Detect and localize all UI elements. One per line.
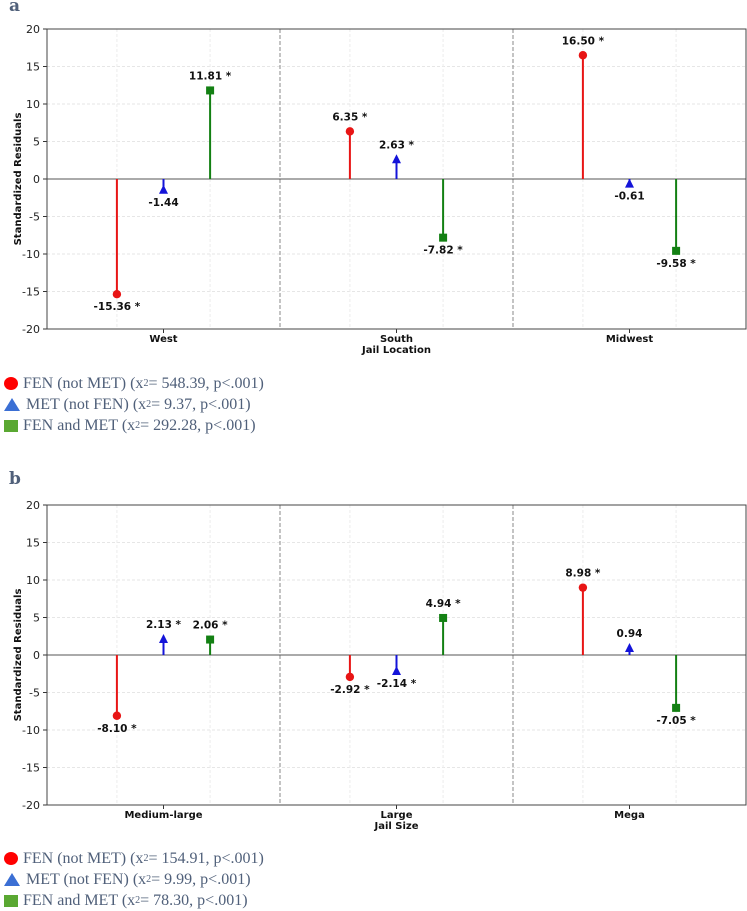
plot-frame: [46, 28, 747, 330]
legend-b-met-stat: = 9.99, p<.001): [151, 871, 251, 888]
legend-a: FEN (not MET) (x 2 = 548.39, p<.001) MET …: [4, 373, 264, 436]
legend-b-fen-stat: = 154.91, p<.001): [148, 850, 264, 867]
panel-a-letter: a: [9, 0, 21, 16]
data-point-square: [206, 86, 215, 95]
data-label: -8.10 *: [97, 723, 137, 735]
data-label: 2.06 *: [193, 620, 229, 632]
legend-b-both-stat: = 78.30, p<.001): [140, 892, 248, 909]
data-label: 16.50 *: [562, 35, 605, 47]
plot-frame: [46, 504, 747, 806]
y-tick-label: -20: [22, 323, 40, 336]
x-tick-label: Medium-large: [124, 810, 202, 821]
data-point-triangle: [625, 642, 634, 652]
y-tick-label: 5: [33, 136, 40, 149]
data-point-circle: [112, 711, 122, 720]
legend-a-met: MET (not FEN) (x 2 = 9.37, p<.001): [4, 394, 264, 415]
y-tick-label: 5: [33, 612, 40, 625]
x-tick-label: Midwest: [606, 334, 654, 345]
y-tick-label: -10: [22, 248, 40, 261]
data-point-square: [439, 613, 448, 622]
y-tick-label: -15: [22, 286, 40, 299]
x-tick-label: Mega: [614, 810, 645, 821]
y-tick-label: -5: [29, 211, 40, 224]
x-axis-label: Jail Location: [361, 345, 431, 356]
data-point-circle: [112, 290, 122, 299]
y-tick-label: 15: [26, 537, 40, 550]
data-label: 6.35 *: [332, 111, 368, 123]
data-point-circle: [578, 583, 588, 592]
green-square-icon: [4, 894, 18, 907]
legend-a-both: FEN and MET (x 2 = 292.28, p<.001): [4, 415, 264, 436]
data-point-circle: [345, 672, 355, 682]
legend-b-fen-label: FEN (not MET) (x: [23, 850, 144, 867]
green-square-icon: [4, 419, 18, 432]
data-point-square: [439, 233, 448, 242]
y-tick-label: -20: [22, 799, 40, 812]
y-tick-label: 20: [26, 23, 40, 36]
legend-a-fen-label: FEN (not MET) (x: [23, 375, 144, 392]
panel-b-letter: b: [9, 469, 21, 489]
y-tick-label: -5: [29, 687, 40, 700]
legend-a-fen: FEN (not MET) (x 2 = 548.39, p<.001): [4, 373, 264, 394]
data-point-square: [672, 246, 681, 255]
data-label: -7.82 *: [423, 245, 463, 257]
data-label: 2.13 *: [146, 619, 182, 631]
data-label: 8.98 *: [565, 568, 601, 580]
y-tick-label: -10: [22, 724, 40, 737]
data-label: -2.14 *: [377, 678, 417, 690]
data-point-circle: [578, 51, 588, 60]
legend-b-fen: FEN (not MET) (x 2 = 154.91, p<.001): [4, 848, 264, 869]
data-label: -7.05 *: [656, 715, 696, 727]
legend-a-both-stat: = 292.28, p<.001): [140, 417, 256, 434]
x-axis-label: Jail Size: [373, 821, 418, 832]
legend-b-met-label: MET (not FEN) (x: [26, 871, 147, 888]
blue-triangle-icon: [4, 398, 20, 411]
x-tick-label: South: [380, 334, 413, 345]
y-tick-label: -15: [22, 762, 40, 775]
red-circle-icon: [4, 852, 18, 865]
data-point-triangle: [625, 178, 634, 188]
y-tick-label: 15: [26, 61, 40, 74]
data-label: 11.81 *: [189, 70, 232, 82]
x-tick-label: Large: [381, 810, 413, 821]
data-label: 0.94: [617, 628, 643, 640]
legend-a-met-stat: = 9.37, p<.001): [151, 396, 251, 413]
blue-triangle-icon: [4, 873, 20, 886]
y-tick-label: 0: [33, 173, 40, 186]
chart-b: -20 -15 -10 -5 0 5 10 15 20 Medium-large Large Mega…: [13, 499, 747, 832]
data-label: 4.94 *: [426, 598, 462, 610]
y-tick-label: 20: [26, 499, 40, 512]
data-label: -1.44: [148, 197, 178, 209]
data-point-square: [206, 635, 215, 644]
data-label: -2.92 *: [330, 684, 370, 696]
x-tick-label: West: [149, 334, 177, 345]
data-point-circle: [345, 127, 355, 136]
chart-a: -20 -15 -10 -5 0 5 10 15 20 West South Midwest Jail …: [13, 23, 747, 356]
y-tick-label: 10: [26, 98, 40, 111]
legend-a-met-label: MET (not FEN) (x: [26, 396, 147, 413]
data-label: -15.36 *: [94, 301, 141, 313]
y-tick-label: 0: [33, 649, 40, 662]
legend-a-both-label: FEN and MET (x: [23, 417, 136, 434]
legend-b-met: MET (not FEN) (x 2 = 9.99, p<.001): [4, 869, 264, 890]
legend-b-both-label: FEN and MET (x: [23, 892, 136, 909]
data-label: -9.58 *: [656, 258, 696, 270]
legend-b-both: FEN and MET (x 2 = 78.30, p<.001): [4, 890, 264, 911]
data-label: -0.61: [614, 191, 644, 203]
legend-b: FEN (not MET) (x 2 = 154.91, p<.001) MET …: [4, 848, 264, 911]
data-point-triangle: [159, 184, 168, 194]
data-label: 2.63 *: [379, 139, 415, 151]
y-axis-label: Standardized Residuals: [13, 589, 24, 722]
red-circle-icon: [4, 377, 18, 390]
data-point-triangle: [159, 634, 168, 644]
data-point-square: [672, 703, 681, 712]
y-axis-label: Standardized Residuals: [13, 113, 24, 246]
data-point-triangle: [392, 666, 401, 676]
legend-a-fen-stat: = 548.39, p<.001): [148, 375, 264, 392]
y-tick-label: 10: [26, 574, 40, 587]
data-point-triangle: [392, 154, 401, 164]
